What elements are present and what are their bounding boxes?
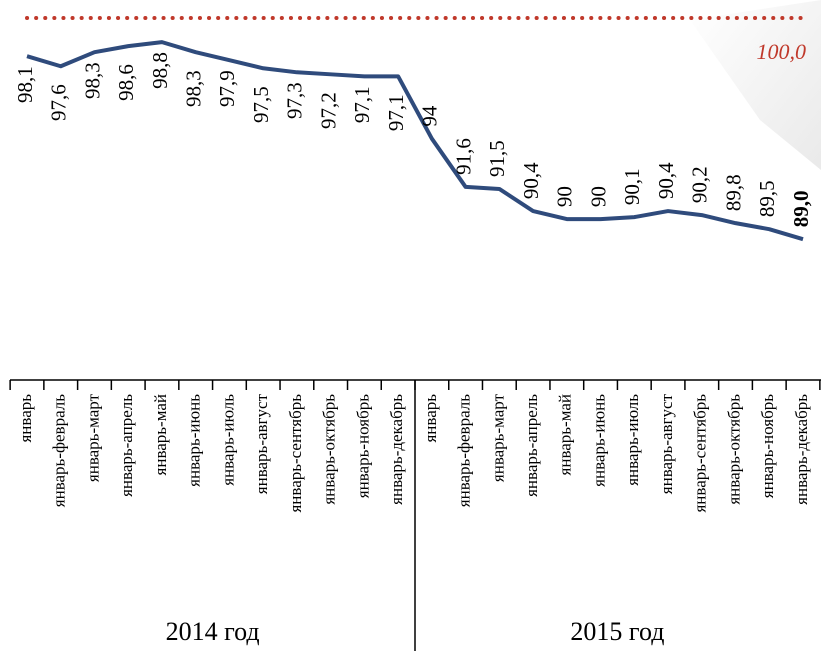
x-tick-label: январь-ноябрь xyxy=(758,394,777,498)
data-label: 97,3 xyxy=(283,82,307,119)
x-tick-label: январь-апрель xyxy=(117,394,136,497)
data-label: 90,2 xyxy=(688,166,712,203)
x-tick-label: январь-февраль xyxy=(455,394,474,507)
x-tick-label: январь-сентябрь xyxy=(691,394,710,513)
data-label: 90,4 xyxy=(519,162,543,199)
data-label: 90,1 xyxy=(620,168,644,205)
data-label: 90 xyxy=(586,186,610,207)
x-tick-label: январь-июнь xyxy=(589,394,608,487)
data-label: 89,0 xyxy=(789,190,813,227)
x-tick-label: январь-декабрь xyxy=(792,394,811,505)
x-tick-label: январь-март xyxy=(488,393,507,482)
x-tick-label: январь-август xyxy=(657,393,676,494)
x-tick-label: январь-май xyxy=(556,394,575,475)
x-tick-label: январь-май xyxy=(151,394,170,475)
data-label: 97,1 xyxy=(384,94,408,131)
x-tick-label: январь-апрель xyxy=(522,394,541,497)
group-label: 2015 год xyxy=(570,617,664,646)
data-label: 97,5 xyxy=(249,86,273,123)
data-label: 97,2 xyxy=(316,92,340,129)
data-label: 97,9 xyxy=(215,70,239,107)
x-tick-label: январь xyxy=(421,394,440,443)
data-label: 91,5 xyxy=(485,140,509,177)
data-label: 89,5 xyxy=(755,180,779,217)
x-tick-label: январь-февраль xyxy=(50,394,69,507)
data-line xyxy=(26,40,804,242)
data-label: 90 xyxy=(553,186,577,207)
background-shape xyxy=(690,0,821,170)
data-label: 91,6 xyxy=(451,138,475,175)
data-label: 94 xyxy=(418,105,442,127)
data-label: 98,1 xyxy=(13,66,37,103)
data-label: 98,6 xyxy=(114,64,138,101)
x-tick-label: январь-октябрь xyxy=(724,394,743,505)
data-label: 89,8 xyxy=(721,174,745,211)
x-tick-label: январь-декабрь xyxy=(387,394,406,505)
x-tick-label: январь-июль xyxy=(218,394,237,486)
x-tick-label: январь-октябрь xyxy=(320,394,339,505)
data-label: 98,3 xyxy=(80,62,104,99)
x-tick-label: январь-ноябрь xyxy=(353,394,372,498)
group-label: 2014 год xyxy=(166,617,260,646)
x-tick-label: январь-июль xyxy=(623,394,642,486)
data-label: 98,3 xyxy=(182,70,206,107)
data-label: 97,1 xyxy=(350,86,374,123)
reference-label: 100,0 xyxy=(757,39,807,64)
x-tick-label: январь-август xyxy=(252,393,271,494)
x-tick-label: январь-сентябрь xyxy=(286,394,305,513)
x-tick-label: январь-июнь xyxy=(185,394,204,487)
data-label: 90,4 xyxy=(654,162,678,199)
data-label: 98,8 xyxy=(148,52,172,89)
x-tick-label: январь xyxy=(16,394,35,443)
x-tick-label: январь-март xyxy=(83,393,102,482)
data-label: 97,6 xyxy=(47,84,71,121)
